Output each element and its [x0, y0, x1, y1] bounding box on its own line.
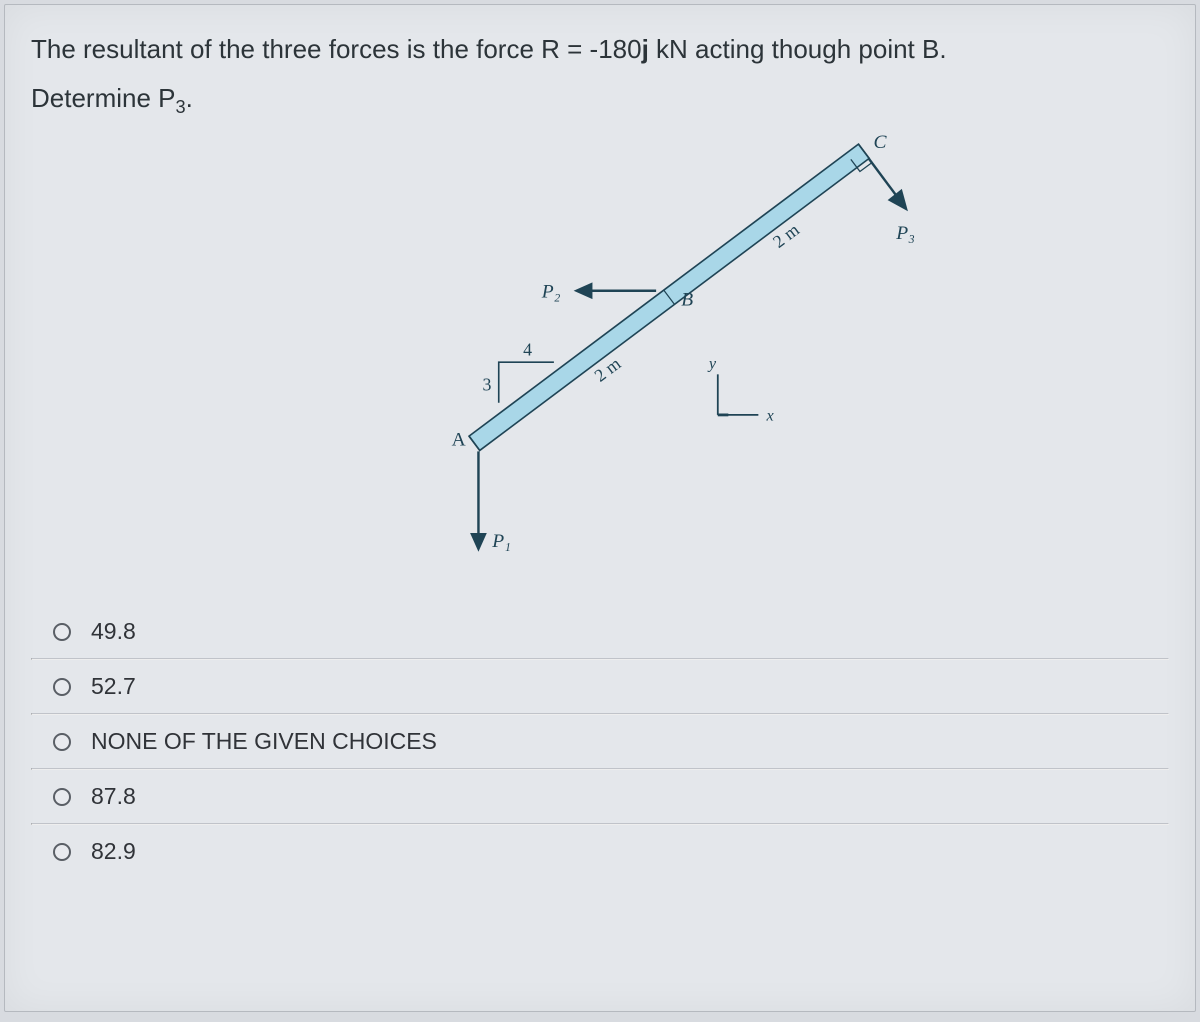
label-a: A	[452, 430, 466, 451]
p3-label: P₃	[895, 223, 915, 244]
p2-arrow	[577, 284, 592, 297]
question-card: The resultant of the three forces is the…	[4, 4, 1196, 1012]
axes	[718, 374, 759, 415]
unit-vector-j: j	[642, 34, 649, 64]
answer-label: 82.9	[91, 838, 136, 865]
slope-rise: 3	[483, 375, 492, 395]
answer-label: 87.8	[91, 783, 136, 810]
figure-svg: x y 3 4 P₁ P₂	[361, 135, 961, 565]
answer-option[interactable]: 82.9	[31, 825, 1169, 878]
radio-icon[interactable]	[53, 678, 71, 696]
axis-y-label: y	[707, 355, 717, 373]
answer-label: NONE OF THE GIVEN CHOICES	[91, 728, 437, 755]
answer-label: 52.7	[91, 673, 136, 700]
question-line1-prefix: The resultant of the three forces is the…	[31, 34, 642, 64]
question-text: The resultant of the three forces is the…	[31, 25, 1169, 125]
answer-option[interactable]: NONE OF THE GIVEN CHOICES	[31, 715, 1169, 768]
question-sub3: 3	[176, 98, 186, 118]
label-c: C	[874, 135, 888, 153]
p1-label: P₁	[491, 531, 511, 552]
force-p3	[869, 159, 906, 209]
answers-list: 49.8 52.7 NONE OF THE GIVEN CHOICES 87.8…	[31, 605, 1169, 878]
label-b: B	[681, 290, 693, 311]
p2-label: P₂	[541, 281, 561, 302]
answer-option[interactable]: 49.8	[31, 605, 1169, 658]
answer-label: 49.8	[91, 618, 136, 645]
p3-line	[869, 159, 900, 200]
p1-arrow	[472, 534, 485, 549]
force-p2	[577, 284, 657, 297]
question-line1-suffix: kN acting though point B.	[649, 34, 947, 64]
answer-option[interactable]: 52.7	[31, 660, 1169, 713]
beam-group	[469, 144, 869, 450]
answer-option[interactable]: 87.8	[31, 770, 1169, 823]
radio-icon[interactable]	[53, 788, 71, 806]
slope-run: 4	[523, 340, 532, 360]
radio-icon[interactable]	[53, 733, 71, 751]
figure-area: x y 3 4 P₁ P₂	[31, 135, 1169, 595]
figure: x y 3 4 P₁ P₂	[361, 135, 961, 535]
radio-icon[interactable]	[53, 843, 71, 861]
p3-arrow	[890, 191, 906, 209]
question-line2-suffix: .	[186, 83, 193, 113]
force-p1	[472, 452, 485, 549]
question-line2-prefix: Determine P	[31, 83, 176, 113]
radio-icon[interactable]	[53, 623, 71, 641]
axis-x-label: x	[765, 407, 774, 425]
